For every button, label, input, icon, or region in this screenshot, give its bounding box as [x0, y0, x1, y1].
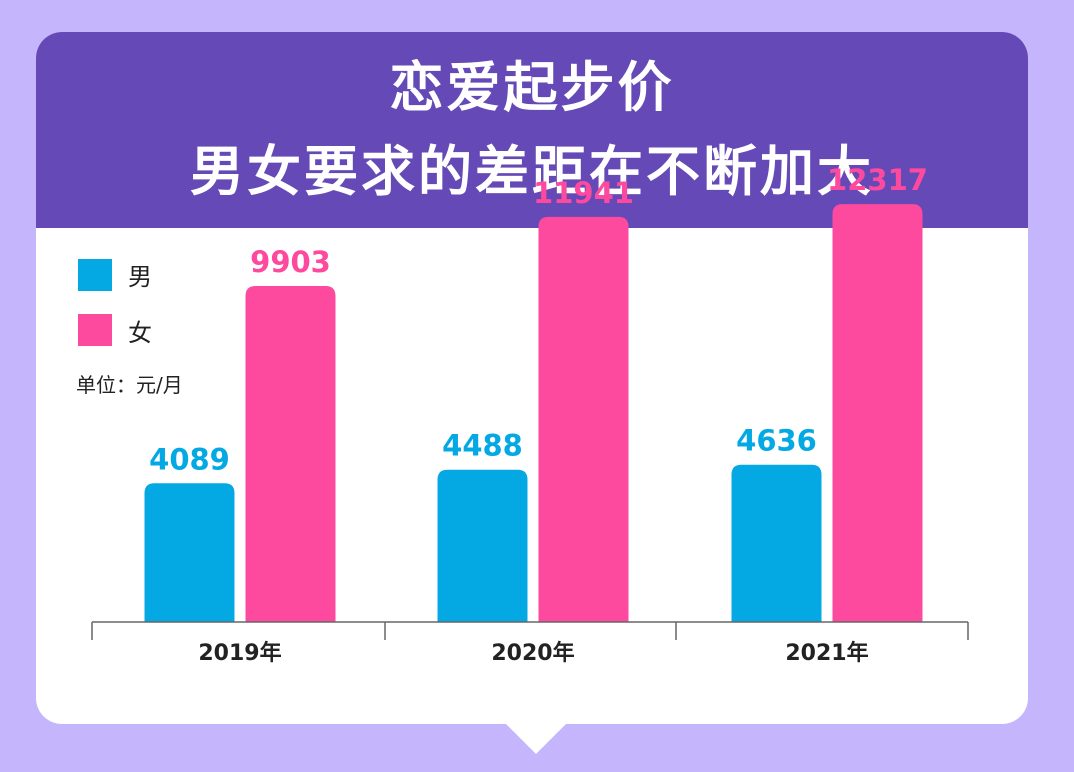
category-label-2: 2021年 — [785, 640, 868, 666]
chart-subtitle: 男女要求的差距在不断加大 — [190, 140, 874, 203]
bar-male-2 — [731, 464, 822, 622]
value-label-female-0: 9903 — [250, 245, 331, 279]
chart-title: 恋爱起步价 — [389, 56, 675, 119]
value-label-female-2: 12317 — [827, 163, 928, 197]
legend-label-male: 男 — [128, 263, 152, 291]
bar-female-2 — [832, 204, 923, 622]
speech-pointer — [498, 716, 574, 754]
bar-female-0 — [245, 286, 336, 622]
bar-male-1 — [437, 469, 528, 622]
value-label-male-0: 4089 — [149, 442, 230, 476]
value-label-female-1: 11941 — [533, 176, 634, 210]
x-axis: 2019年 2020年 2021年 — [91, 621, 969, 666]
value-label-male-1: 4488 — [442, 429, 523, 463]
legend: 男 女 单位：元/月 — [76, 259, 183, 397]
category-label-0: 2019年 — [198, 640, 281, 666]
legend-swatch-female — [78, 314, 112, 346]
value-label-male-2: 4636 — [736, 424, 817, 458]
legend-label-female: 女 — [128, 319, 152, 347]
unit-label: 单位：元/月 — [76, 373, 183, 397]
category-label-1: 2020年 — [491, 640, 574, 666]
title-banner: 恋爱起步价 男女要求的差距在不断加大 — [36, 32, 1028, 228]
legend-swatch-male — [78, 259, 112, 291]
bar-male-0 — [144, 483, 235, 622]
bar-female-1 — [538, 216, 629, 622]
bars-group: 4089 9903 4488 11941 4636 12317 — [144, 163, 928, 622]
